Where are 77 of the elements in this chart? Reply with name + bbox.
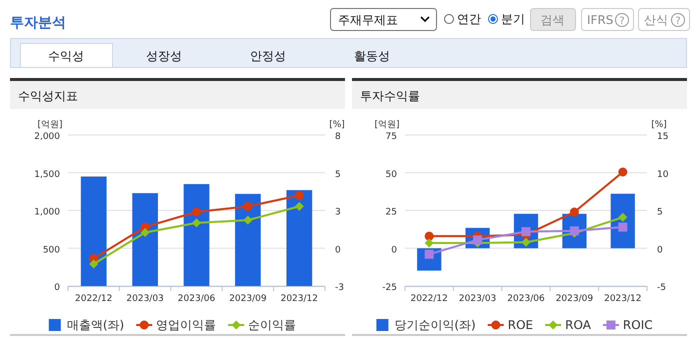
y2-tick-label: 15 [657, 132, 668, 142]
legend-label: 영업이익률 [156, 318, 216, 332]
text: IFRS [587, 13, 614, 27]
point [618, 212, 628, 222]
bar [80, 176, 107, 286]
point [618, 167, 628, 176]
text: 검색 [540, 13, 564, 27]
bar [235, 194, 261, 286]
y2-tick-label: -3 [335, 283, 344, 293]
point [140, 228, 150, 237]
y2-axis-title: [%] [651, 120, 667, 130]
text: 활동성 [354, 49, 390, 63]
point [243, 202, 252, 211]
text: 연간 [457, 12, 481, 26]
y-tick-label: -25 [382, 283, 397, 293]
legend-label: 매출액(좌) [66, 318, 124, 332]
y-axis-title: [억원] [37, 120, 63, 130]
legend-label: ROE [508, 318, 534, 332]
point [294, 190, 304, 200]
text: 분기 [501, 12, 525, 26]
text: 안정성 [250, 49, 286, 63]
y2-tick-label: 3 [335, 208, 341, 218]
point [89, 260, 98, 269]
y-tick-label: 75 [386, 132, 397, 142]
text: 수익성 [48, 49, 84, 63]
y-tick-label: 1,000 [34, 208, 60, 218]
x-tick-label: 2022/12 [75, 294, 112, 304]
y-tick-label: 0 [391, 245, 398, 256]
text: 산식 [644, 13, 668, 27]
point [192, 218, 201, 228]
x-tick-label: 2022/12 [410, 294, 448, 304]
text: ? [619, 16, 625, 27]
bar [286, 190, 312, 286]
y-axis-title: [억원] [374, 120, 400, 130]
x-tick-label: 2023/09 [556, 294, 594, 304]
text: 주재무제표 [338, 13, 398, 27]
y-tick-label: 500 [42, 245, 60, 256]
x-tick-label: 2023/06 [178, 294, 216, 304]
legend-label: 순이익률 [248, 318, 296, 332]
legend-label: ROIC [622, 318, 653, 332]
text: 성장성 [146, 49, 182, 63]
point [243, 216, 252, 225]
y2-tick-label: 8 [335, 132, 341, 142]
y-tick-label: 1,500 [34, 170, 60, 180]
x-tick-label: 2023/09 [229, 294, 267, 304]
y2-tick-label: 5 [657, 208, 663, 218]
chart-title: 투자수익률 [360, 89, 420, 103]
point [570, 208, 579, 217]
y2-axis-title: [%] [329, 120, 345, 130]
y-tick-label: 50 [386, 170, 398, 180]
y2-tick-label: 5 [335, 170, 341, 180]
x-tick-label: 2023/06 [507, 294, 545, 304]
bar [184, 184, 210, 286]
x-tick-label: 2023/03 [458, 294, 496, 304]
point [294, 202, 304, 211]
point [192, 207, 201, 216]
x-tick-label: 2023/12 [604, 294, 642, 304]
y2-tick-label: 0 [657, 245, 663, 256]
bar [132, 193, 158, 286]
y2-tick-label: 10 [657, 170, 669, 180]
legend-label: 당기순이익(좌) [394, 318, 476, 332]
point [618, 222, 628, 232]
y-tick-label: 2,000 [34, 132, 60, 142]
y2-tick-label: 0 [335, 245, 341, 256]
chart-title: 수익성지표 [18, 89, 78, 103]
y2-tick-label: -5 [657, 283, 666, 293]
point [424, 250, 434, 259]
text: ? [675, 16, 681, 27]
x-tick-label: 2023/12 [280, 294, 318, 304]
point [424, 232, 434, 241]
x-tick-label: 2023/03 [126, 294, 164, 304]
y-tick-label: 0 [54, 283, 60, 293]
point [522, 238, 530, 247]
point [424, 238, 434, 248]
y-tick-label: 25 [386, 208, 397, 218]
text: 투자분석 [10, 15, 66, 31]
legend-label: ROA [565, 318, 592, 332]
